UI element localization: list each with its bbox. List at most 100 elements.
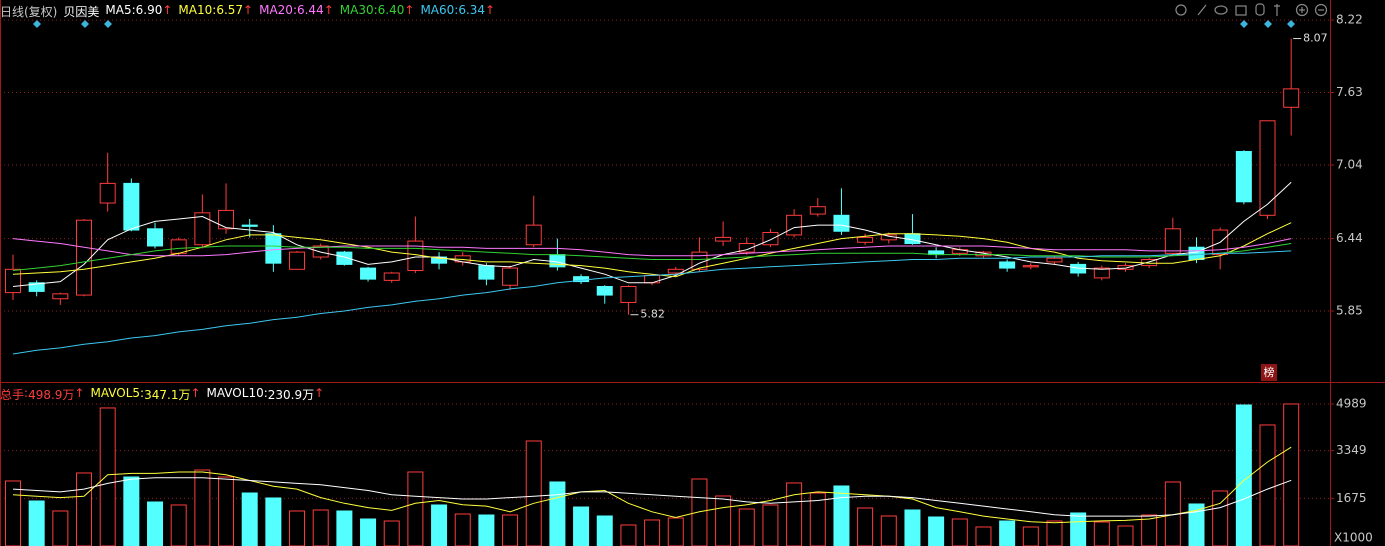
volume-bar xyxy=(1093,521,1110,546)
volume-bar xyxy=(1046,520,1063,546)
candle-body xyxy=(1283,88,1300,108)
volume-bar xyxy=(1022,526,1039,546)
view-icon[interactable] xyxy=(1214,5,1228,15)
candle-body xyxy=(265,233,282,264)
volume-bar xyxy=(360,518,377,546)
legend-arrow: ↑ xyxy=(404,3,415,17)
event-marker[interactable] xyxy=(1264,20,1272,28)
volume-bar xyxy=(738,508,755,546)
settings-icon[interactable] xyxy=(1175,4,1187,16)
legend-name: MA5 xyxy=(105,3,132,17)
event-marker[interactable] xyxy=(81,20,89,28)
period-label: 日线(复权) xyxy=(0,5,58,19)
draw-icon[interactable] xyxy=(1197,4,1207,16)
ma-line xyxy=(12,222,1292,278)
volume-bar xyxy=(170,504,187,546)
legend-arrow: ↑ xyxy=(314,386,325,400)
volume-bar xyxy=(312,509,329,546)
candle-body xyxy=(1235,150,1252,203)
spacer xyxy=(324,386,330,403)
event-marker[interactable] xyxy=(1240,20,1248,28)
legend-value: 6.57 xyxy=(216,3,244,17)
volume-bar xyxy=(123,476,140,546)
volume-bar xyxy=(857,507,874,546)
candle-body xyxy=(312,245,329,258)
volume-bar xyxy=(999,520,1016,546)
volume-bar xyxy=(1212,490,1229,546)
candle-body xyxy=(644,274,661,284)
zoom-out-icon[interactable] xyxy=(1314,3,1328,17)
volume-bar xyxy=(573,506,590,546)
volume-bar xyxy=(786,482,803,546)
event-marker[interactable] xyxy=(33,20,41,28)
volume-bar xyxy=(241,492,258,546)
volume-bar xyxy=(691,478,708,546)
y-tick-label: 7.63 xyxy=(1336,85,1363,99)
volume-bar xyxy=(762,504,779,546)
legend-sep: : xyxy=(292,3,297,17)
candle-body xyxy=(336,251,353,265)
pin-icon[interactable] xyxy=(1274,4,1280,16)
candle-body xyxy=(1022,265,1039,268)
legend-sep: : xyxy=(373,3,378,17)
candle-body xyxy=(383,272,400,281)
volume-bar xyxy=(383,520,400,546)
legend-arrow: ↑ xyxy=(243,3,254,17)
volume-bar xyxy=(904,509,921,546)
extreme-label: 5.82 xyxy=(640,308,665,321)
legend-sep: : xyxy=(212,3,217,17)
ma-line xyxy=(12,181,1292,287)
volume-bar xyxy=(644,519,661,546)
candle-body xyxy=(1117,265,1134,270)
zoom-in-plus xyxy=(1299,7,1305,13)
y-tick-label: 3349 xyxy=(1336,443,1367,457)
volume-bar xyxy=(5,480,21,546)
legend-value: 347.1万 xyxy=(144,388,191,402)
candle-body xyxy=(478,265,495,280)
unit-label: X1000 xyxy=(1334,531,1373,545)
candle-body xyxy=(147,228,164,247)
y-tick-label: 6.44 xyxy=(1336,231,1363,245)
volume-bar xyxy=(502,514,519,546)
event-marker[interactable] xyxy=(1287,20,1295,28)
candle-body xyxy=(620,285,637,303)
volume-bar xyxy=(194,469,211,546)
candle-body xyxy=(99,182,116,204)
legend-value: 6.44 xyxy=(296,3,324,17)
legend-arrow: ↑ xyxy=(190,386,201,400)
candle-body xyxy=(975,251,992,257)
candle-body xyxy=(123,182,140,231)
candle-body xyxy=(170,239,187,254)
volume-bar xyxy=(1235,404,1252,546)
candle-body xyxy=(1093,267,1110,279)
ma-line xyxy=(12,477,1292,517)
candle-body xyxy=(1259,120,1276,216)
legend-sep: : xyxy=(140,386,145,400)
event-marker[interactable] xyxy=(104,20,112,28)
zoom-in-icon[interactable] xyxy=(1295,3,1309,17)
volume-bar xyxy=(549,481,566,546)
event-markers xyxy=(33,20,1295,28)
extreme-label: 8.07 xyxy=(1303,32,1328,45)
volume-bar xyxy=(667,517,684,546)
y-tick-label: 7.04 xyxy=(1336,157,1363,171)
legend-name: MAVOL10 xyxy=(206,386,264,400)
volume-bar xyxy=(596,515,613,546)
candle-body xyxy=(1188,246,1205,260)
basket-icon[interactable] xyxy=(1235,5,1247,16)
volume-bar xyxy=(1259,424,1276,546)
badge-box[interactable] xyxy=(1261,364,1277,381)
legend-value: 6.40 xyxy=(377,3,405,17)
volume-bar xyxy=(265,497,282,546)
volume-bar xyxy=(880,515,897,546)
legend-arrow: ↑ xyxy=(74,386,85,400)
candle-body xyxy=(52,293,69,300)
volume-bar xyxy=(1283,403,1300,546)
candle-body xyxy=(738,243,755,253)
volume-bar xyxy=(1070,512,1087,546)
volume-bar xyxy=(431,504,448,546)
volume-bar xyxy=(218,476,235,546)
hand-icon[interactable] xyxy=(1255,3,1265,16)
candle-body xyxy=(241,224,258,227)
